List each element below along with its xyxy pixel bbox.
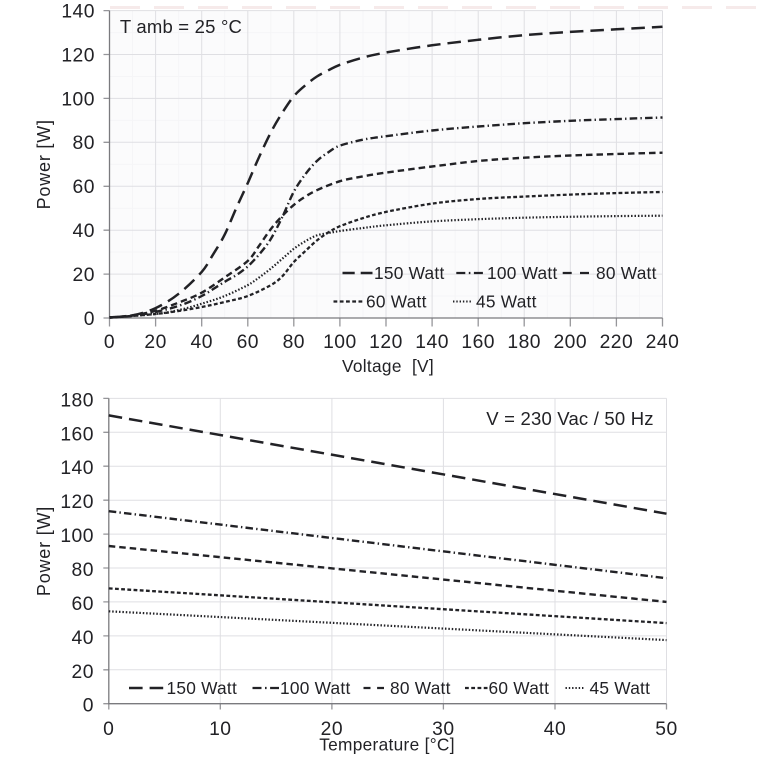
svg-text:180: 180: [507, 332, 541, 353]
svg-text:80 Watt: 80 Watt: [390, 678, 451, 698]
svg-text:20: 20: [72, 662, 94, 683]
svg-text:180: 180: [60, 390, 94, 411]
svg-text:80 Watt: 80 Watt: [596, 263, 657, 283]
svg-text:0: 0: [104, 332, 115, 353]
svg-text:0: 0: [84, 309, 95, 330]
svg-text:120: 120: [61, 45, 95, 66]
svg-text:60 Watt: 60 Watt: [366, 292, 427, 312]
svg-text:20: 20: [73, 265, 95, 286]
svg-text:60: 60: [72, 594, 94, 615]
svg-text:20: 20: [321, 719, 343, 740]
svg-text:140: 140: [415, 332, 449, 353]
svg-text:60: 60: [237, 332, 259, 353]
svg-text:Temperature [°C]: Temperature [°C]: [319, 735, 455, 755]
svg-text:100 Watt: 100 Watt: [280, 678, 351, 698]
svg-text:100: 100: [61, 89, 95, 110]
svg-text:Voltage [V]: Voltage [V]: [342, 356, 434, 376]
svg-text:150 Watt: 150 Watt: [374, 263, 445, 283]
svg-text:T amb = 25 °C: T amb = 25 °C: [120, 16, 242, 37]
svg-text:120: 120: [369, 332, 403, 353]
svg-text:160: 160: [461, 332, 495, 353]
svg-text:Power [W]: Power [W]: [34, 506, 54, 596]
svg-text:45 Watt: 45 Watt: [476, 292, 537, 312]
svg-text:140: 140: [60, 458, 94, 479]
svg-text:150 Watt: 150 Watt: [167, 678, 238, 698]
svg-text:40: 40: [190, 332, 212, 353]
svg-text:45 Watt: 45 Watt: [590, 678, 651, 698]
svg-text:160: 160: [60, 424, 94, 445]
svg-text:100: 100: [60, 526, 94, 547]
svg-text:80: 80: [73, 133, 95, 154]
svg-text:40: 40: [72, 628, 94, 649]
svg-text:Power [W]: Power [W]: [34, 119, 54, 209]
svg-text:V = 230 Vac / 50 Hz: V = 230 Vac / 50 Hz: [486, 408, 653, 429]
svg-text:240: 240: [646, 332, 680, 353]
svg-text:200: 200: [553, 332, 587, 353]
svg-text:60: 60: [73, 177, 95, 198]
svg-text:40: 40: [73, 221, 95, 242]
svg-text:0: 0: [103, 719, 114, 740]
svg-text:60 Watt: 60 Watt: [489, 678, 550, 698]
svg-text:100: 100: [323, 332, 357, 353]
svg-text:40: 40: [544, 719, 566, 740]
svg-text:0: 0: [83, 696, 94, 717]
svg-text:120: 120: [60, 492, 94, 513]
svg-text:140: 140: [61, 2, 95, 23]
svg-text:100 Watt: 100 Watt: [487, 263, 558, 283]
svg-text:30: 30: [432, 719, 454, 740]
svg-text:50: 50: [655, 719, 677, 740]
svg-text:80: 80: [283, 332, 305, 353]
svg-text:220: 220: [600, 332, 634, 353]
svg-text:80: 80: [72, 560, 94, 581]
svg-text:20: 20: [144, 332, 166, 353]
svg-text:10: 10: [209, 719, 231, 740]
